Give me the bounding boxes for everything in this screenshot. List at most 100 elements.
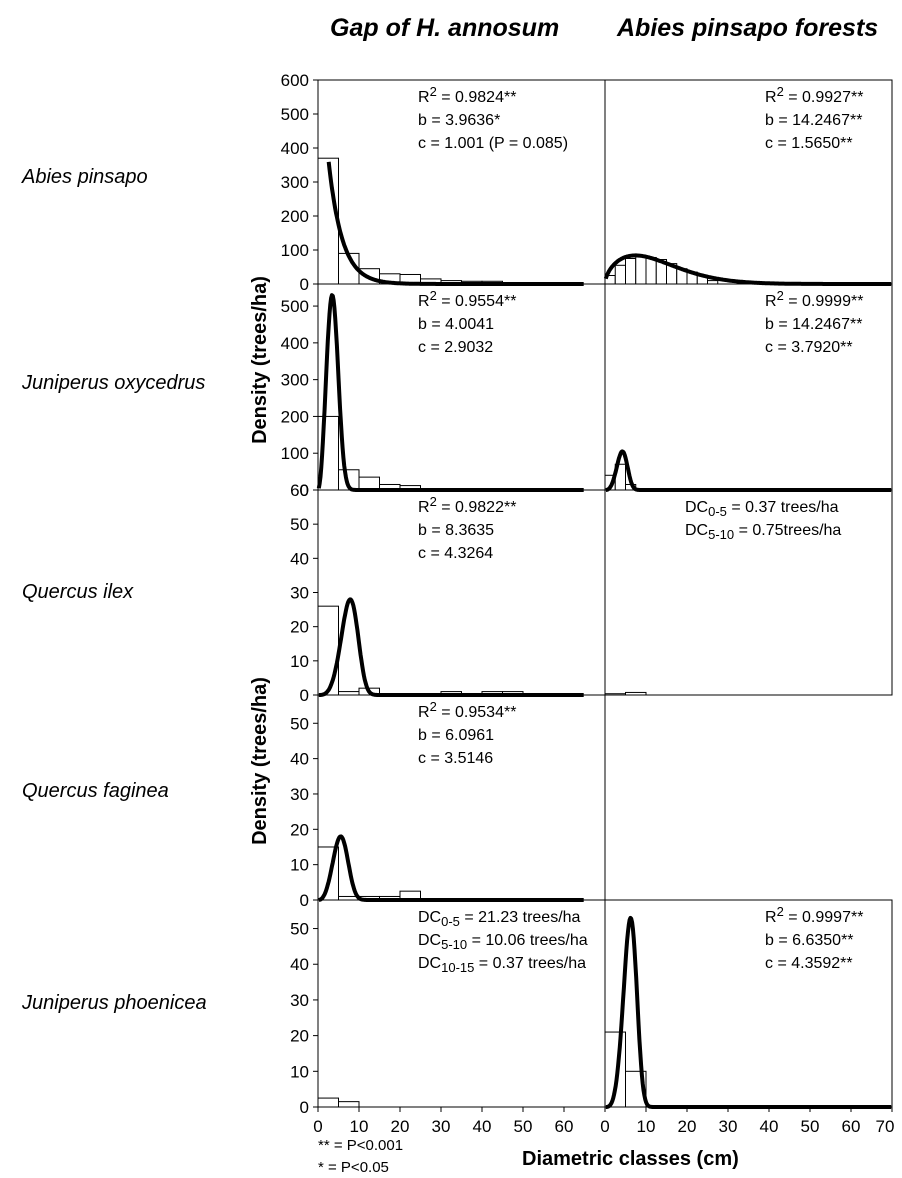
stat-superscript: 2 <box>777 84 784 99</box>
stat-superscript: 2 <box>430 699 437 714</box>
fitted-curve <box>604 449 893 492</box>
stat-value: = 0.9927** <box>784 89 864 106</box>
y-tick-label: 0 <box>300 1098 309 1117</box>
stat-line-0: R2 = 0.9927** <box>765 84 863 106</box>
y-tick-label: 50 <box>290 920 309 939</box>
panel-frame <box>604 283 893 491</box>
stat-subscript: 5-10 <box>708 527 734 542</box>
histogram-bar <box>625 258 637 285</box>
stat-line-0: R2 = 0.9999** <box>765 288 863 310</box>
stat-line-1: b = 4.0041 <box>418 316 494 333</box>
y-tick-label: 40 <box>290 549 309 568</box>
stat-value: = 0.9824** <box>437 89 517 106</box>
stat-value: = 21.23 trees/ha <box>460 909 581 926</box>
stat-value: = 0.9997** <box>784 909 864 926</box>
stat-line-2: c = 1.001 (P = 0.085) <box>418 135 568 152</box>
y-tick-label: 50 <box>290 515 309 534</box>
panel-forest-quercus-ilex: DC0-5 = 0.37 trees/ha DC5-10 = 0.75trees/… <box>604 489 893 696</box>
stat-superscript: 2 <box>777 288 784 303</box>
x-tick-label: 30 <box>719 1117 738 1136</box>
stat-value: = 0.9822** <box>437 499 517 516</box>
column-title-forests: Abies pinsapo forests <box>616 14 878 42</box>
y-tick-label: 300 <box>281 371 309 390</box>
species-label-juniperus-oxycedrus: Juniperus oxycedrus <box>21 372 205 394</box>
histogram-bar <box>317 157 339 285</box>
histogram-bar <box>317 1097 339 1108</box>
y-tick-label: 100 <box>281 444 309 463</box>
species-label-juniperus-phoenicea: Juniperus phoenicea <box>21 992 207 1014</box>
panel-frame <box>317 283 606 491</box>
stat-line-1: b = 14.2467** <box>765 112 862 129</box>
x-tick-label: 30 <box>432 1117 451 1136</box>
panel-forest-juniperus-oxycedrus: R2 = 0.9999** b = 14.2467** c = 3.7920** <box>604 283 893 492</box>
y-tick-label: 200 <box>281 407 309 426</box>
stat-line-1: DC5-10 = 10.06 trees/ha <box>418 932 588 952</box>
y-tick-label: 50 <box>290 714 309 733</box>
x-tick-label: 50 <box>801 1117 820 1136</box>
fitted-curve <box>326 161 585 286</box>
y-tick-label: 20 <box>290 618 309 637</box>
x-tick-label: 10 <box>350 1117 369 1136</box>
y-tick-label: 60 <box>290 481 309 500</box>
y-tick-label: 40 <box>290 955 309 974</box>
significance-note-low: * = P<0.05 <box>318 1159 389 1176</box>
histogram-bar <box>338 691 360 696</box>
x-tick-label: 60 <box>842 1117 861 1136</box>
stat-subscript: 5-10 <box>441 937 467 952</box>
y-tick-label: 30 <box>290 991 309 1010</box>
x-tick-label: 0 <box>313 1117 322 1136</box>
x-ticks-right: 0 10 20 30 40 50 60 70 <box>600 1107 894 1136</box>
stat-superscript: 2 <box>777 904 784 919</box>
panel-frame <box>604 489 893 696</box>
column-title-gap: Gap of H. annosum <box>330 14 559 42</box>
y-tick-label: 30 <box>290 785 309 804</box>
y-tick-label: 500 <box>281 105 309 124</box>
y-tick-label: 20 <box>290 820 309 839</box>
panel-frame <box>317 694 606 901</box>
y-tick-label: 400 <box>281 334 309 353</box>
histogram-bar <box>645 256 657 285</box>
y-tick-label: 10 <box>290 856 309 875</box>
stat-line-1: b = 14.2467** <box>765 316 862 333</box>
fitted-curve <box>317 597 585 697</box>
species-label-quercus-ilex: Quercus ilex <box>22 581 134 603</box>
x-tick-label: 10 <box>637 1117 656 1136</box>
stat-superscript: 2 <box>430 288 437 303</box>
histogram-bar <box>625 691 647 696</box>
y-tick-label: 10 <box>290 652 309 671</box>
stat-subscript: 0-5 <box>708 504 727 519</box>
stat-line-2: c = 2.9032 <box>418 339 493 356</box>
y-axis-label-upper: Density (trees/ha) <box>249 276 271 444</box>
stat-line-1: b = 8.3635 <box>418 522 494 539</box>
stat-line-2: c = 4.3264 <box>418 545 493 562</box>
y-tick-label: 100 <box>281 241 309 260</box>
stat-value: = 0.9534** <box>437 704 517 721</box>
x-ticks-left: 0 10 20 30 40 50 60 <box>313 1107 573 1136</box>
panel-gap-abies-pinsapo: 0 100 200 300 400 500 600 R2 = 0.9824** b = 3.96… <box>281 71 606 294</box>
panel-gap-quercus-faginea: 0 10 20 30 40 50 R2 = 0.9534** b = 6.0961 c = 3.… <box>290 694 606 910</box>
y-tick-label: 400 <box>281 139 309 158</box>
stat-line-1: b = 3.9636* <box>418 112 500 129</box>
stat-line-1: b = 6.0961 <box>418 727 494 744</box>
stat-line-0: DC0-5 = 21.23 trees/ha <box>418 909 581 929</box>
y-tick-label: 0 <box>300 275 309 294</box>
stat-line-0: R2 = 0.9534** <box>418 699 516 721</box>
x-tick-label: 0 <box>600 1117 609 1136</box>
y-tick-label: 300 <box>281 173 309 192</box>
x-tick-label: 60 <box>555 1117 574 1136</box>
y-axis-label-lower: Density (trees/ha) <box>249 677 271 845</box>
stat-value: = 0.37 trees/ha <box>474 955 586 972</box>
stat-line-1: b = 6.6350** <box>765 932 854 949</box>
y-tick-label: 500 <box>281 297 309 316</box>
y-tick-label: 600 <box>281 71 309 90</box>
histogram-bar <box>707 280 719 285</box>
y-tick-label: 0 <box>300 891 309 910</box>
stat-line-2: DC10-15 = 0.37 trees/ha <box>418 955 586 975</box>
x-axis-label: Diametric classes (cm) <box>522 1148 739 1170</box>
stat-line-0: R2 = 0.9554** <box>418 288 516 310</box>
stat-value: = 0.9554** <box>437 293 517 310</box>
stat-value: = 10.06 trees/ha <box>467 932 588 949</box>
